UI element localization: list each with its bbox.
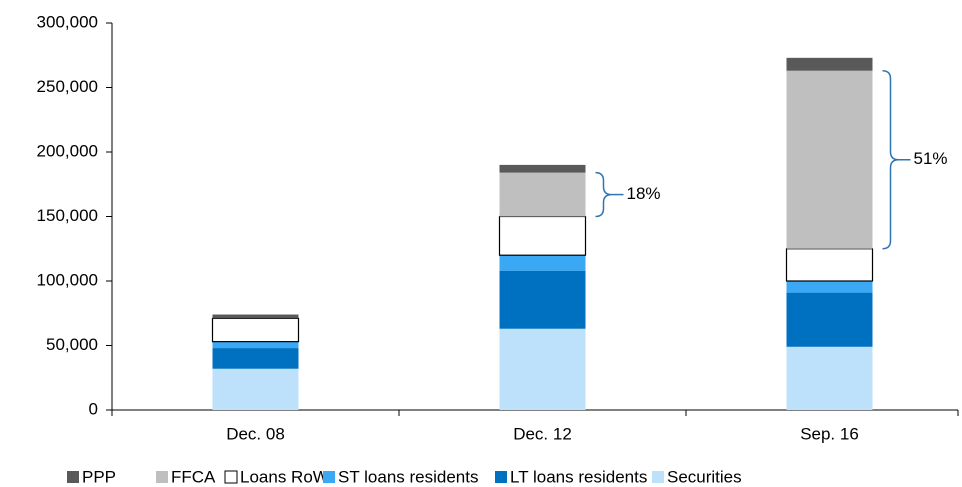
- y-tick-label: 50,000: [46, 335, 98, 354]
- legend-label: Securities: [667, 467, 742, 486]
- bar-segment: [786, 346, 873, 410]
- bar-segment: [499, 328, 586, 410]
- y-tick-label: 200,000: [37, 141, 98, 160]
- bar-segment: [499, 172, 586, 217]
- y-tick-label: 150,000: [37, 206, 98, 225]
- x-tick-label: Sep. 16: [800, 424, 859, 443]
- legend-label: Loans RoW: [240, 467, 329, 486]
- bar-segment: [211, 317, 300, 343]
- annotation: 18%: [627, 184, 661, 203]
- bar-segment: [786, 292, 873, 347]
- y-tick-label: 300,000: [37, 12, 98, 31]
- bar-segment: [786, 57, 873, 71]
- brace: [595, 171, 612, 218]
- legend-swatch: [652, 471, 664, 483]
- legend-label: FFCA: [171, 467, 216, 486]
- bar-segment: [499, 270, 586, 329]
- legend-swatch: [224, 470, 238, 484]
- annotation: 51%: [914, 149, 948, 168]
- bar-segment: [212, 348, 299, 369]
- bar-segment: [212, 314, 299, 319]
- legend-label: LT loans residents: [510, 467, 647, 486]
- legend-swatch: [323, 471, 335, 483]
- legend-label: PPP: [82, 467, 116, 486]
- x-tick-label: Dec. 08: [226, 424, 285, 443]
- bar-segment: [498, 215, 587, 256]
- x-tick-label: Dec. 12: [513, 424, 572, 443]
- y-tick-label: 0: [89, 399, 98, 418]
- bar-segment: [499, 164, 586, 173]
- bar-segment: [786, 281, 873, 293]
- bar-segment: [499, 255, 586, 271]
- y-tick-label: 100,000: [37, 270, 98, 289]
- legend-swatch: [156, 471, 168, 483]
- legend-label: ST loans residents: [338, 467, 478, 486]
- legend-swatch: [67, 471, 79, 483]
- y-tick-label: 250,000: [37, 77, 98, 96]
- bar-segment: [785, 248, 874, 282]
- bar-segment: [212, 368, 299, 410]
- bar-segment: [786, 70, 873, 249]
- bar-segment: [212, 341, 299, 349]
- legend-swatch: [495, 471, 507, 483]
- brace: [882, 69, 899, 250]
